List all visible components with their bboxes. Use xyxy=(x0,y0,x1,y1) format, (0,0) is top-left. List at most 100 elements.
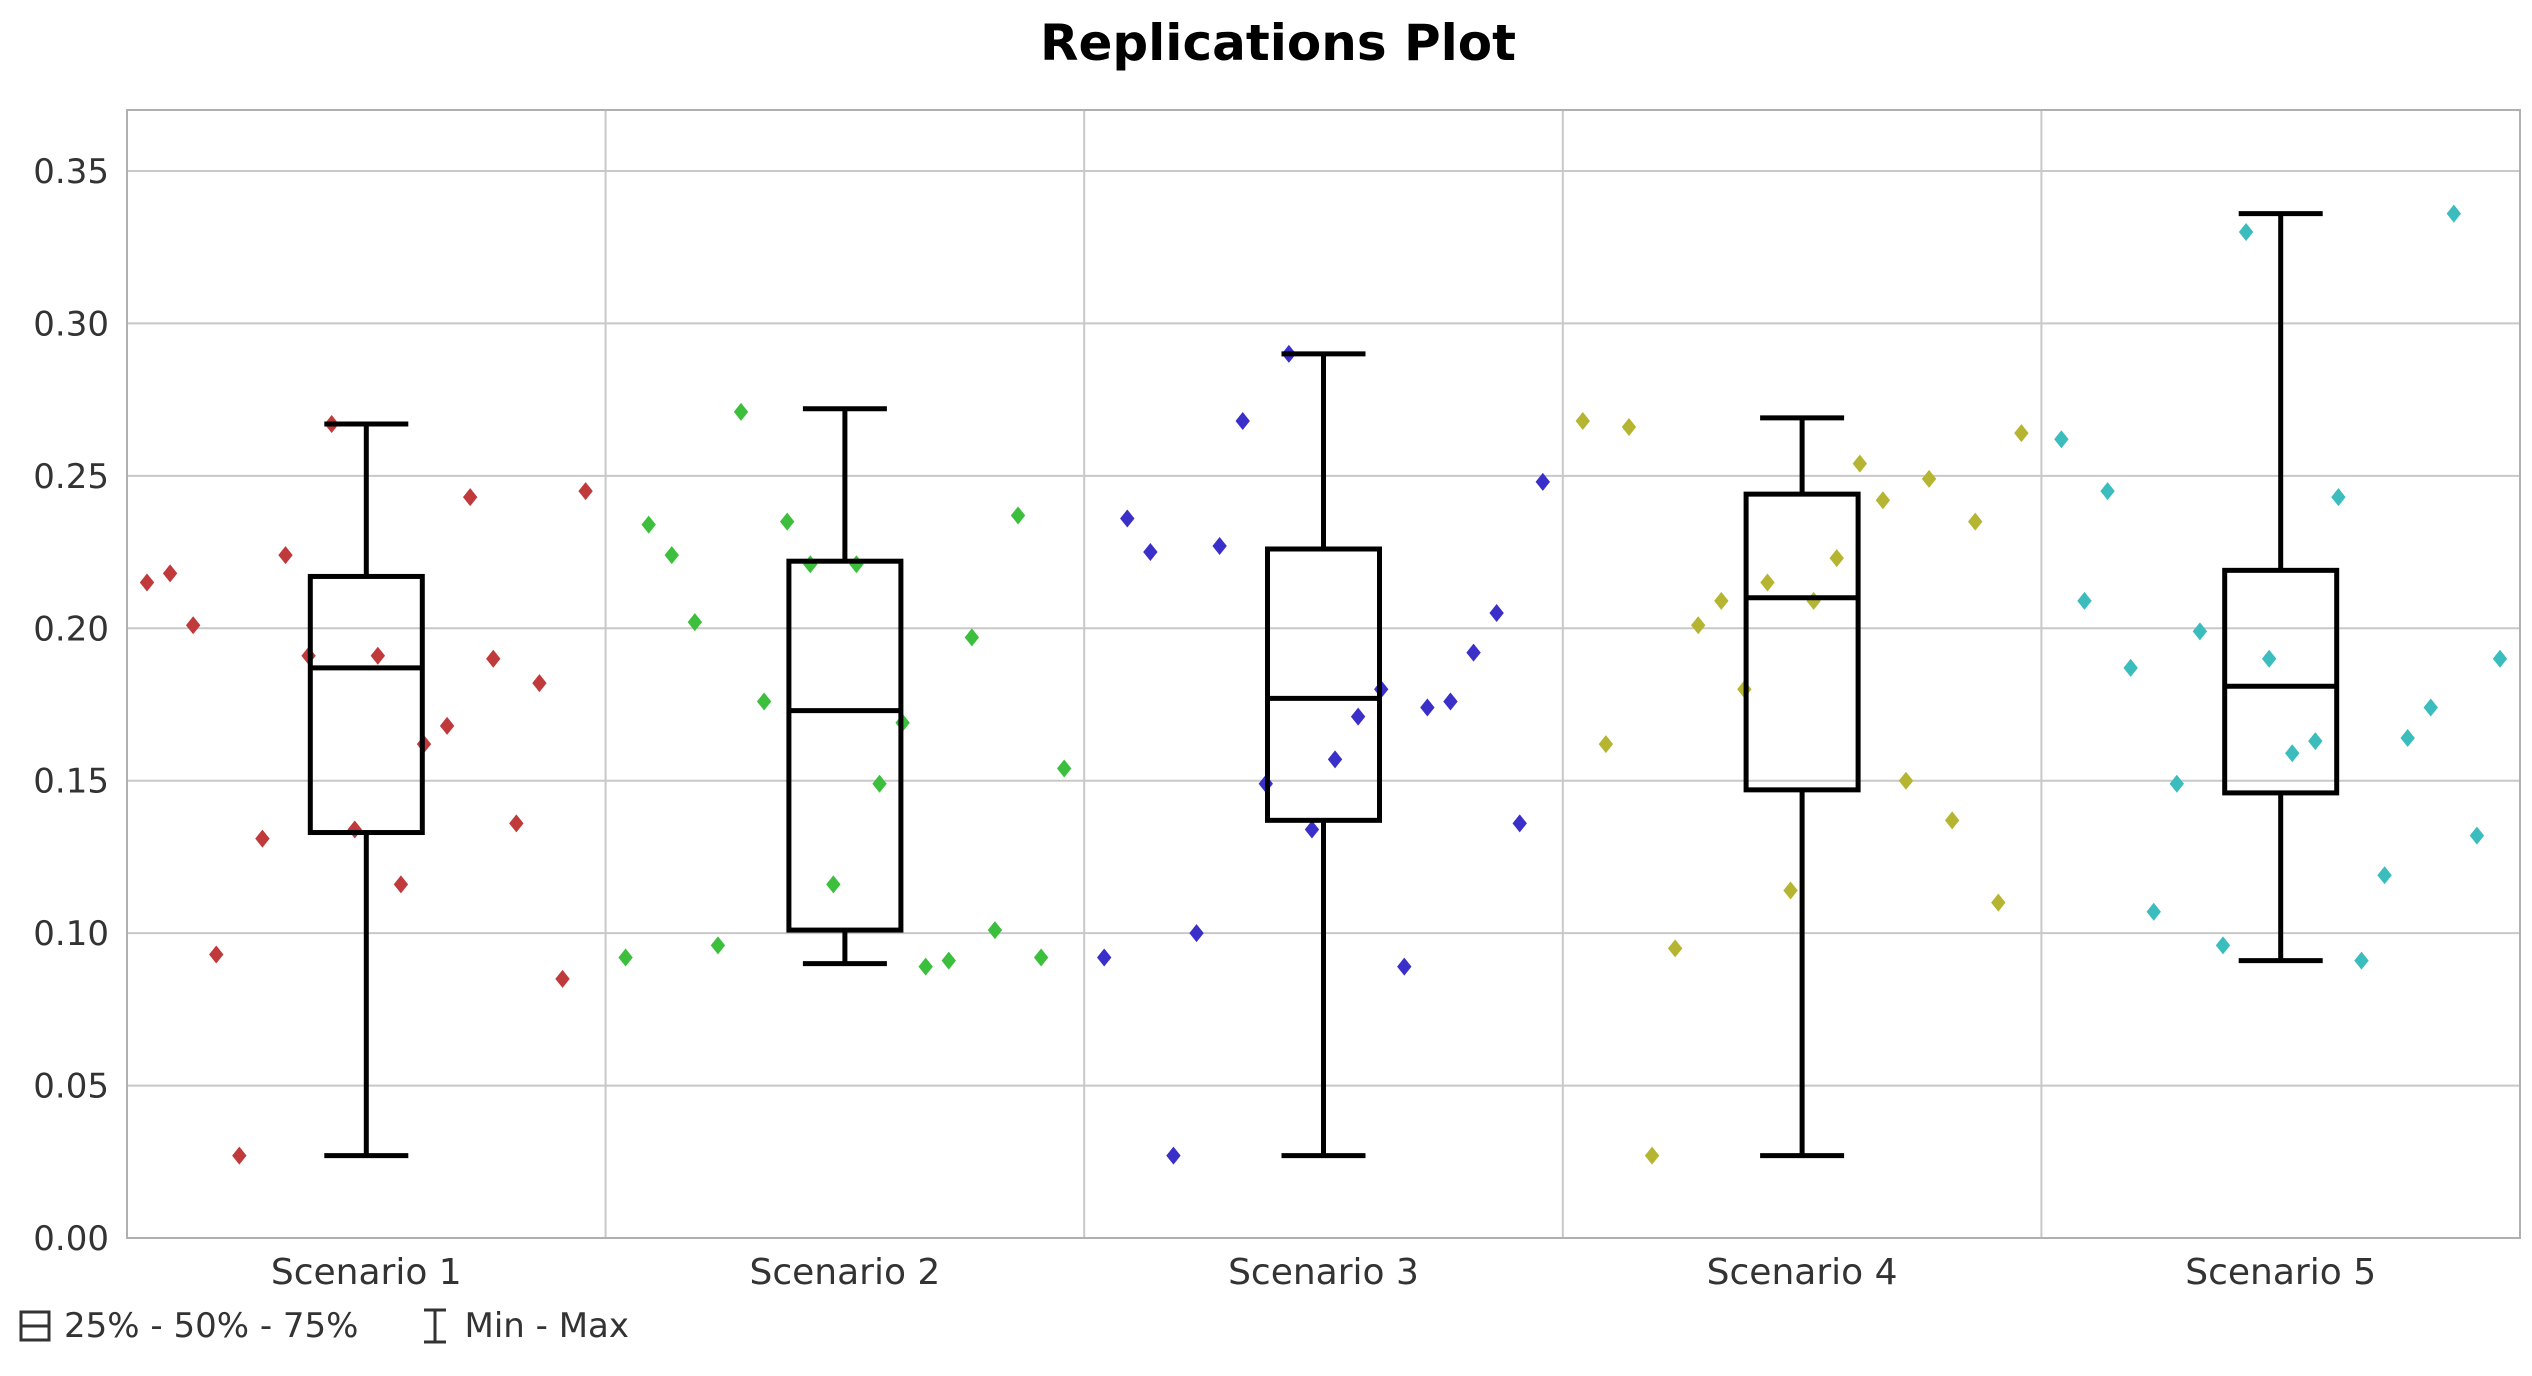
data-point xyxy=(1829,549,1844,568)
data-point xyxy=(2123,658,2138,677)
data-point xyxy=(1489,604,1504,623)
data-point xyxy=(687,613,703,632)
data-point xyxy=(2238,222,2254,241)
legend-label-quartiles: 25% - 50% - 75% xyxy=(64,1306,359,1346)
x-tick-label: Scenario 5 xyxy=(2185,1252,2376,1293)
data-point xyxy=(2261,649,2277,668)
data-point xyxy=(2077,591,2092,610)
data-point xyxy=(1212,536,1227,555)
data-point xyxy=(1166,1146,1181,1165)
x-tick-label: Scenario 1 xyxy=(271,1252,462,1293)
chart-title: Replications Plot xyxy=(1040,14,1516,72)
y-tick-label: 0.30 xyxy=(33,304,109,344)
axis-layer: 0.00 0.05 0.10 0.15 0.20 0.25 0.30 0.35 Scenario… xyxy=(33,109,2521,1293)
x-tick-label: Scenario 4 xyxy=(1707,1252,1898,1293)
data-point xyxy=(1189,924,1204,943)
data-point xyxy=(618,948,633,967)
data-point xyxy=(872,774,887,793)
data-point xyxy=(1852,454,1868,473)
data-point xyxy=(1760,573,1775,592)
data-point xyxy=(1991,893,2006,912)
legend: 25% - 50% - 75% Min - Max xyxy=(18,1302,689,1350)
data-point xyxy=(255,829,270,848)
data-point xyxy=(555,969,570,988)
data-point xyxy=(1667,939,1683,958)
data-point xyxy=(209,945,224,964)
data-point xyxy=(733,402,749,421)
data-point xyxy=(139,573,155,592)
data-point xyxy=(2054,430,2069,449)
data-point xyxy=(1420,698,1435,717)
data-point xyxy=(2354,951,2369,970)
x-tick-label: Scenario 2 xyxy=(749,1252,940,1293)
legend-item-minmax: Min - Max xyxy=(418,1306,629,1346)
data-point xyxy=(393,875,409,894)
data-point xyxy=(2469,826,2485,845)
box-iqr xyxy=(2222,567,2340,796)
y-tick-label: 0.05 xyxy=(33,1067,109,1107)
data-point xyxy=(1714,591,1729,610)
data-point xyxy=(641,515,656,534)
data-point xyxy=(964,628,980,647)
y-tick-label: 0.15 xyxy=(33,762,109,802)
data-point xyxy=(918,957,933,976)
data-point xyxy=(1397,957,1412,976)
data-point xyxy=(1898,771,1914,790)
legend-item-quartiles: 25% - 50% - 75% xyxy=(18,1306,358,1346)
y-tick-label: 0.10 xyxy=(33,914,109,954)
data-point xyxy=(1010,506,1026,525)
data-point xyxy=(987,921,1003,940)
data-point xyxy=(1466,643,1481,662)
data-point xyxy=(1097,948,1112,967)
data-point xyxy=(803,555,818,574)
data-point xyxy=(1535,472,1550,491)
data-point xyxy=(2446,204,2462,223)
data-point xyxy=(1806,591,1821,610)
data-point xyxy=(1304,820,1320,839)
data-point xyxy=(756,692,772,711)
data-point xyxy=(532,674,547,693)
data-point xyxy=(370,646,386,665)
data-point xyxy=(347,820,362,839)
data-point xyxy=(779,512,795,531)
data-point xyxy=(2169,774,2185,793)
data-point xyxy=(826,875,841,894)
data-point xyxy=(185,616,201,635)
data-point xyxy=(1235,411,1250,430)
data-point xyxy=(2377,866,2392,885)
data-point xyxy=(1968,512,1983,531)
whisker-minmax-icon xyxy=(418,1307,452,1345)
data-point xyxy=(2331,488,2346,507)
data-point xyxy=(2285,744,2300,763)
data-point xyxy=(1512,814,1527,833)
data-point xyxy=(1350,707,1366,726)
data-point xyxy=(1621,418,1637,437)
data-point xyxy=(1327,750,1343,769)
data-point xyxy=(710,936,726,955)
data-point xyxy=(2014,424,2029,443)
data-point xyxy=(1443,692,1458,711)
data-point xyxy=(1921,469,1937,488)
data-point xyxy=(849,555,864,574)
box-layer xyxy=(307,211,2340,1159)
data-point xyxy=(1143,543,1158,562)
box-iqr xyxy=(1265,546,1382,823)
data-point xyxy=(2492,649,2508,668)
legend-label-minmax: Min - Max xyxy=(464,1306,629,1346)
data-point xyxy=(664,546,679,565)
data-point xyxy=(941,951,956,970)
data-point xyxy=(1691,616,1706,635)
x-tick-label: Scenario 3 xyxy=(1228,1252,1419,1293)
data-point xyxy=(1875,491,1891,510)
y-tick-label: 0.00 xyxy=(33,1219,109,1259)
data-point xyxy=(2423,698,2438,717)
data-point xyxy=(1598,735,1614,754)
box-iqr xyxy=(1743,491,1861,793)
box-iqr xyxy=(307,573,425,836)
data-point xyxy=(509,814,524,833)
data-point xyxy=(439,716,455,735)
y-tick-label: 0.25 xyxy=(33,457,109,497)
data-point xyxy=(162,564,178,583)
